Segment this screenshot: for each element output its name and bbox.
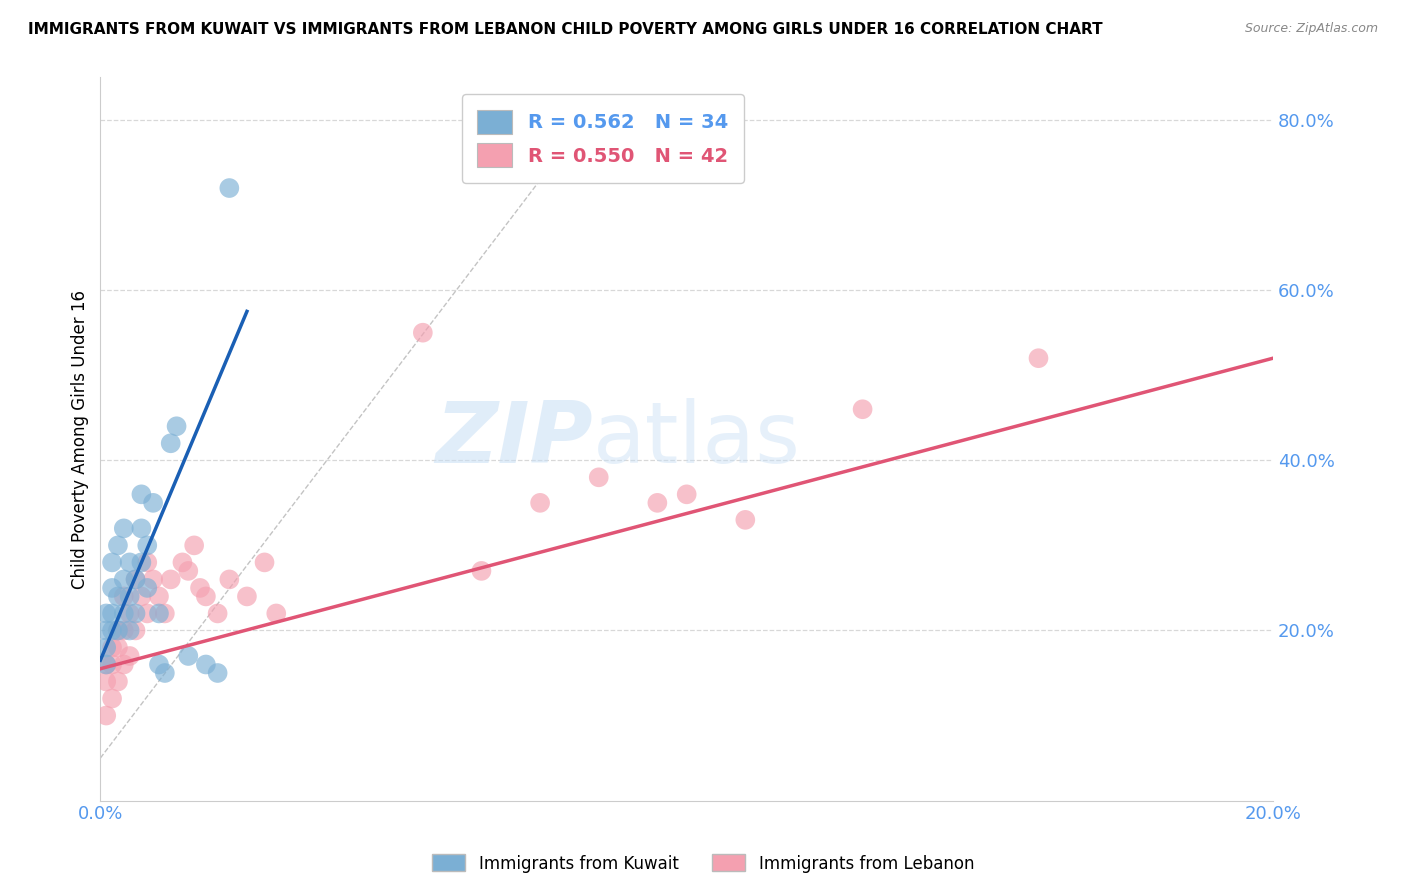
Point	[142, 496, 165, 510]
Point	[131, 487, 153, 501]
Point	[101, 691, 124, 706]
Point	[647, 496, 669, 510]
Point	[734, 513, 756, 527]
Point	[136, 581, 159, 595]
Point	[207, 665, 229, 680]
Point	[96, 640, 118, 655]
Text: IMMIGRANTS FROM KUWAIT VS IMMIGRANTS FROM LEBANON CHILD POVERTY AMONG GIRLS UNDE: IMMIGRANTS FROM KUWAIT VS IMMIGRANTS FRO…	[28, 22, 1102, 37]
Point	[101, 555, 124, 569]
Point	[172, 555, 194, 569]
Point	[207, 607, 229, 621]
Point	[188, 581, 211, 595]
Point	[112, 573, 135, 587]
Point	[118, 624, 141, 638]
Point	[159, 573, 181, 587]
Point	[124, 607, 146, 621]
Point	[118, 607, 141, 621]
Text: atlas: atlas	[593, 398, 801, 481]
Point	[96, 708, 118, 723]
Point	[148, 657, 170, 672]
Point	[107, 590, 129, 604]
Point	[124, 573, 146, 587]
Point	[675, 487, 697, 501]
Point	[470, 564, 492, 578]
Point	[852, 402, 875, 417]
Point	[118, 648, 141, 663]
Point	[96, 624, 118, 638]
Point	[101, 640, 124, 655]
Point	[236, 590, 259, 604]
Y-axis label: Child Poverty Among Girls Under 16: Child Poverty Among Girls Under 16	[72, 290, 89, 589]
Point	[112, 624, 135, 638]
Point	[142, 573, 165, 587]
Point	[253, 555, 276, 569]
Point	[1028, 351, 1050, 366]
Point	[153, 665, 176, 680]
Point	[131, 590, 153, 604]
Point	[218, 181, 240, 195]
Point	[131, 521, 153, 535]
Point	[159, 436, 181, 450]
Point	[136, 538, 159, 552]
Point	[96, 657, 118, 672]
Point	[96, 607, 118, 621]
Point	[412, 326, 434, 340]
Point	[153, 607, 176, 621]
Point	[131, 555, 153, 569]
Point	[107, 640, 129, 655]
Point	[177, 564, 200, 578]
Point	[194, 657, 217, 672]
Point	[101, 607, 124, 621]
Point	[107, 624, 129, 638]
Point	[264, 607, 287, 621]
Point	[107, 674, 129, 689]
Point	[177, 648, 200, 663]
Point	[124, 573, 146, 587]
Point	[136, 607, 159, 621]
Point	[112, 521, 135, 535]
Point	[148, 590, 170, 604]
Point	[101, 657, 124, 672]
Point	[112, 607, 135, 621]
Point	[107, 624, 129, 638]
Legend: R = 0.562   N = 34, R = 0.550   N = 42: R = 0.562 N = 34, R = 0.550 N = 42	[463, 95, 744, 183]
Point	[124, 624, 146, 638]
Point	[166, 419, 188, 434]
Point	[588, 470, 610, 484]
Point	[136, 555, 159, 569]
Point	[112, 657, 135, 672]
Point	[194, 590, 217, 604]
Point	[96, 657, 118, 672]
Point	[96, 674, 118, 689]
Point	[107, 538, 129, 552]
Point	[529, 496, 551, 510]
Point	[101, 624, 124, 638]
Text: Source: ZipAtlas.com: Source: ZipAtlas.com	[1244, 22, 1378, 36]
Point	[112, 590, 135, 604]
Text: ZIP: ZIP	[436, 398, 593, 481]
Point	[218, 573, 240, 587]
Point	[183, 538, 205, 552]
Point	[118, 590, 141, 604]
Point	[148, 607, 170, 621]
Point	[118, 555, 141, 569]
Point	[101, 581, 124, 595]
Legend: Immigrants from Kuwait, Immigrants from Lebanon: Immigrants from Kuwait, Immigrants from …	[425, 847, 981, 880]
